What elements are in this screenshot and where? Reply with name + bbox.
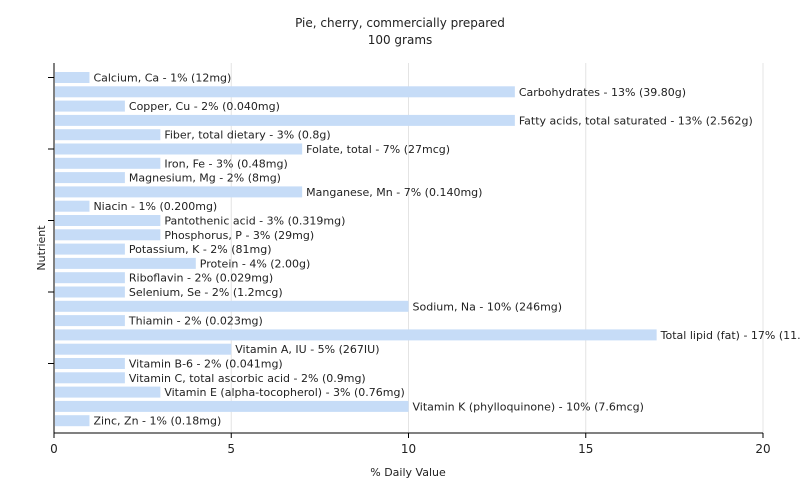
bar-label: Selenium, Se - 2% (1.2mcg)	[129, 286, 283, 299]
bar-label: Manganese, Mn - 7% (0.140mg)	[306, 186, 482, 199]
bar-label: Fiber, total dietary - 3% (0.8g)	[164, 129, 330, 142]
bar	[55, 415, 90, 427]
bar	[55, 157, 161, 169]
bar-label: Potassium, K - 2% (81mg)	[129, 243, 272, 256]
bar-label: Niacin - 1% (0.200mg)	[93, 200, 217, 213]
bar-label: Riboflavin - 2% (0.029mg)	[129, 272, 273, 285]
bar	[55, 100, 125, 112]
x-axis-label: % Daily Value	[370, 466, 446, 479]
bar	[55, 372, 125, 384]
bar-label: Folate, total - 7% (27mcg)	[306, 143, 450, 156]
bar-label: Vitamin K (phylloquinone) - 10% (7.6mcg)	[413, 400, 644, 413]
bar	[55, 229, 161, 241]
bar	[55, 300, 409, 312]
bar-label: Vitamin A, IU - 5% (267IU)	[235, 343, 379, 356]
bar	[55, 72, 90, 83]
bar-label: Total lipid (fat) - 17% (11.00g)	[660, 329, 800, 342]
bar-label: Vitamin C, total ascorbic acid - 2% (0.9…	[129, 372, 366, 385]
chart-title: Pie, cherry, commercially prepared	[295, 16, 505, 30]
y-axis-label: Nutrient	[35, 225, 48, 271]
bar	[55, 315, 125, 327]
bar-label: Magnesium, Mg - 2% (8mg)	[129, 172, 281, 185]
bar	[55, 329, 657, 341]
bar-label: Copper, Cu - 2% (0.040mg)	[129, 100, 280, 113]
bar	[55, 114, 515, 126]
bar	[55, 272, 125, 284]
x-tick-label: 5	[227, 442, 235, 456]
x-tick-label: 15	[578, 442, 593, 456]
bar	[55, 257, 196, 269]
bar-label: Carbohydrates - 13% (39.80g)	[519, 86, 686, 99]
bar	[55, 343, 232, 355]
bar-label: Fatty acids, total saturated - 13% (2.56…	[519, 114, 753, 127]
x-tick-label: 0	[50, 442, 58, 456]
bar	[55, 186, 303, 198]
bar-label: Vitamin B-6 - 2% (0.041mg)	[129, 358, 283, 371]
chart-subtitle: 100 grams	[368, 33, 433, 47]
bar	[55, 243, 125, 255]
bar	[55, 286, 125, 298]
axes: 0 5 10 15 20	[48, 63, 771, 456]
bar-label: Phosphorus, P - 3% (29mg)	[164, 229, 314, 242]
bar-label: Iron, Fe - 3% (0.48mg)	[164, 157, 287, 170]
bar	[55, 358, 125, 369]
x-tick-label: 20	[755, 442, 770, 456]
bar	[55, 386, 161, 398]
bar-label: Vitamin E (alpha-tocopherol) - 3% (0.76m…	[164, 386, 404, 399]
x-tick-label: 10	[401, 442, 416, 456]
bar-label: Sodium, Na - 10% (246mg)	[413, 300, 563, 313]
bar	[55, 215, 161, 226]
bar	[55, 86, 515, 98]
bar	[55, 200, 90, 212]
bar-label: Thiamin - 2% (0.023mg)	[128, 315, 263, 328]
bar-label: Protein - 4% (2.00g)	[200, 257, 311, 270]
bar	[55, 400, 409, 412]
bar	[55, 143, 303, 155]
bar-label: Calcium, Ca - 1% (12mg)	[93, 72, 231, 85]
bar	[55, 129, 161, 141]
bar	[55, 172, 125, 184]
bar-label: Zinc, Zn - 1% (0.18mg)	[93, 415, 221, 428]
bars: Calcium, Ca - 1% (12mg) Carbohydrates - 1…	[55, 72, 800, 428]
bar-label: Pantothenic acid - 3% (0.319mg)	[164, 215, 345, 228]
